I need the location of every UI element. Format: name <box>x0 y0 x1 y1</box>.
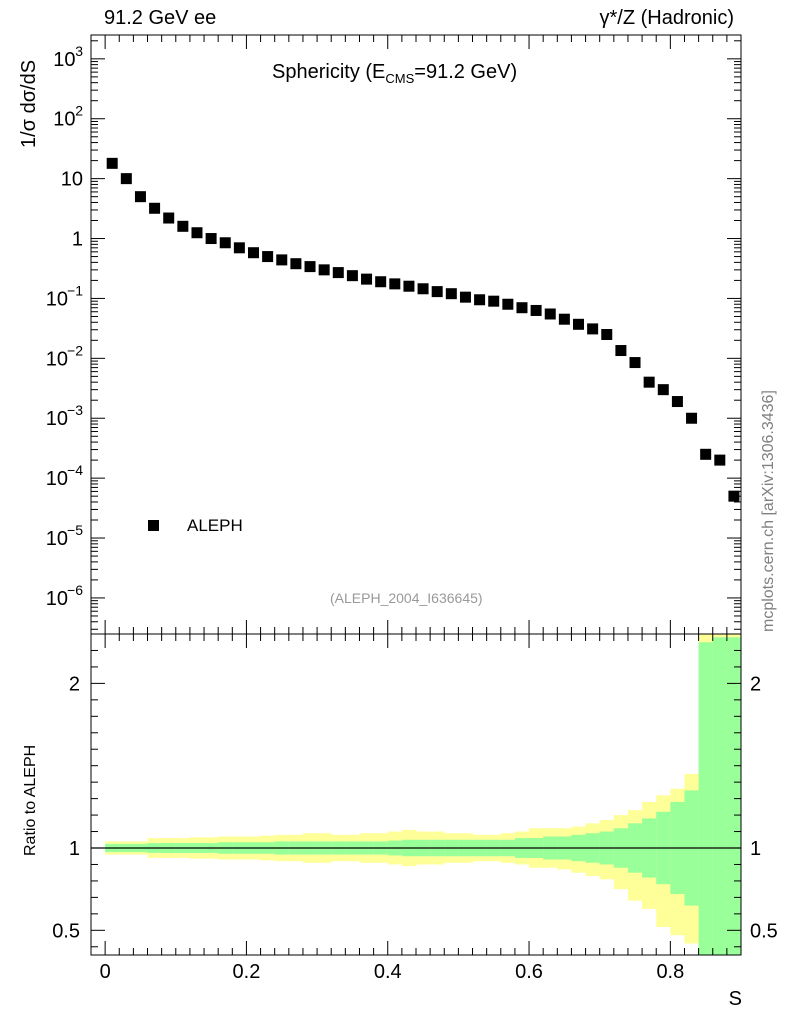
top-y-tick-label: 10 <box>46 528 68 550</box>
data-point <box>318 264 330 276</box>
data-point <box>375 276 387 288</box>
data-point <box>530 304 542 316</box>
plot-title-subscript: CMS <box>385 71 415 86</box>
data-point <box>558 313 570 325</box>
top-y-tick-label: 10 <box>46 348 68 370</box>
top-y-tick-exponent: −5 <box>67 522 83 538</box>
x-axis-label: S <box>728 988 742 1010</box>
bottom-y-axis-label: Ratio to ALEPH <box>22 744 39 856</box>
data-point <box>474 294 486 306</box>
top-y-tick-exponent: −1 <box>67 282 83 298</box>
top-y-tick-label: 10 <box>61 169 83 191</box>
inner-band-bin <box>726 637 742 955</box>
top-panel-frame <box>90 34 742 635</box>
legend-entry-label: ALEPH <box>187 516 243 535</box>
credit-label: mcplots.cern.ch [arXiv:1306.3436] <box>760 390 777 632</box>
data-point <box>445 288 457 300</box>
top-y-tick-label: 10 <box>46 288 68 310</box>
data-point <box>459 291 471 303</box>
data-point <box>573 318 584 330</box>
data-point <box>516 302 528 314</box>
data-point <box>346 270 358 282</box>
data-point <box>629 357 641 369</box>
data-point <box>332 267 344 279</box>
top-y-tick-label: 10 <box>53 49 75 71</box>
bottom-y-ticks: 2 2 1 1 0.5 0.5 <box>52 633 778 948</box>
top-y-tick-label: 10 <box>46 408 68 430</box>
bottom-y-tick-label: 0.5 <box>52 920 80 942</box>
data-point <box>233 242 245 254</box>
data-point <box>601 329 613 340</box>
data-point <box>657 384 669 396</box>
data-point <box>361 273 373 285</box>
data-point <box>389 278 401 290</box>
data-point <box>149 202 161 214</box>
top-y-tick-exponent: −3 <box>67 402 83 418</box>
data-point <box>205 233 217 245</box>
bottom-y-tick-label: 2 <box>69 673 80 695</box>
plot-title-rest: =91.2 GeV) <box>414 61 518 83</box>
bottom-y-tick-label-right: 1 <box>750 838 761 860</box>
bottom-y-tick-label: 1 <box>69 838 80 860</box>
x-tick-label: 0.2 <box>233 961 261 983</box>
x-tick-label: 0.4 <box>374 961 402 983</box>
data-point <box>120 173 132 185</box>
aleph-data-points <box>106 157 740 502</box>
data-point <box>191 227 203 239</box>
bottom-y-tick-label-right: 2 <box>750 673 761 695</box>
data-point <box>714 454 726 466</box>
data-point <box>106 157 118 169</box>
data-point <box>686 412 698 424</box>
ratio-bands <box>105 634 742 955</box>
bottom-y-tick-label-right: 0.5 <box>750 920 778 942</box>
data-point <box>587 323 599 335</box>
inner-band-bin <box>712 637 728 955</box>
analysis-label: (ALEPH_2004_I636645) <box>330 590 483 606</box>
data-point <box>643 376 655 388</box>
inner-band-bin <box>698 642 714 955</box>
top-y-tick-label: 10 <box>46 468 68 490</box>
x-tick-label: 0 <box>100 961 111 983</box>
top-y-tick-label: 10 <box>53 109 75 131</box>
legend-marker <box>148 520 159 531</box>
data-point <box>417 283 429 295</box>
data-point <box>671 396 683 408</box>
data-point <box>163 212 175 224</box>
top-y-tick-label: 10 <box>46 588 68 610</box>
x-tick-label: 0.6 <box>515 961 543 983</box>
top-y-tick-exponent: −2 <box>67 342 83 358</box>
data-point <box>248 247 259 259</box>
top-y-tick-label: 1 <box>72 229 83 251</box>
x-tick-label: 0.8 <box>656 961 684 983</box>
top-y-tick-exponent: −6 <box>67 582 83 598</box>
data-point <box>276 254 288 266</box>
data-point <box>728 490 740 502</box>
top-y-axis-label: 1/σ dσ/dS <box>18 59 40 148</box>
top-y-tick-exponent: 3 <box>75 43 83 59</box>
data-point <box>544 308 556 320</box>
plot-title-main: Sphericity (E <box>272 61 386 83</box>
top-y-tick-exponent: −4 <box>67 462 83 478</box>
data-point <box>134 191 146 203</box>
data-point <box>431 286 443 298</box>
plot-title: Sphericity (ECMS=91.2 GeV) <box>272 61 517 86</box>
data-point <box>615 345 627 357</box>
data-point <box>177 220 189 232</box>
data-point <box>488 295 500 307</box>
data-point <box>304 261 316 273</box>
top-y-tick-exponent: 2 <box>75 103 83 119</box>
data-point <box>502 298 514 310</box>
data-point <box>700 448 712 460</box>
energy-label: 91.2 GeV ee <box>104 7 217 29</box>
data-point <box>262 251 274 263</box>
data-point <box>403 280 415 292</box>
data-point <box>290 258 302 270</box>
x-ticks: 0 0.2 0.4 0.6 0.8 <box>100 35 742 983</box>
data-point <box>219 237 231 249</box>
process-label: γ*/Z (Hadronic) <box>599 7 734 29</box>
